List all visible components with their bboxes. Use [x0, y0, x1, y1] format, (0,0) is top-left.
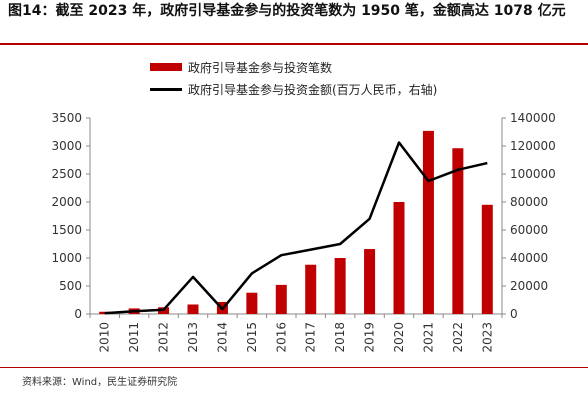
y-left-tick-label: 0: [74, 307, 82, 321]
x-tick-label: 2018: [333, 322, 347, 353]
legend-swatch-bar: [150, 63, 182, 71]
x-tick-label: 2012: [157, 322, 171, 353]
y-right-tick-label: 20000: [510, 279, 548, 293]
legend-label-bars: 政府引导基金参与投资笔数: [188, 60, 333, 75]
y-left-tick-label: 1000: [51, 251, 82, 265]
source-divider: [0, 367, 588, 368]
y-left-tick-label: 3500: [51, 111, 82, 125]
bar: [187, 304, 199, 314]
bar: [246, 292, 258, 314]
y-left-tick-label: 2500: [51, 167, 82, 181]
x-tick-label: 2021: [421, 322, 435, 353]
source-note: 资料来源：Wind，民生证券研究院: [22, 377, 178, 388]
y-left-tick-label: 2000: [51, 195, 82, 209]
legend: 政府引导基金参与投资笔数 政府引导基金参与投资金额(百万人民币，右轴): [150, 56, 437, 100]
x-tick-label: 2022: [451, 322, 465, 353]
y-right-tick-label: 100000: [510, 167, 556, 181]
y-right-tick-label: 140000: [510, 111, 556, 125]
bar: [481, 204, 493, 314]
y-left-tick-label: 1500: [51, 223, 82, 237]
figure-title: 图14：截至 2023 年，政府引导基金参与的投资笔数为 1950 笔，金额高达…: [8, 3, 566, 19]
bar: [275, 284, 287, 314]
y-right-tick-label: 120000: [510, 139, 556, 153]
x-tick-label: 2013: [186, 322, 200, 353]
legend-label-line: 政府引导基金参与投资金额(百万人民币，右轴): [188, 82, 438, 97]
y-left-tick-label: 3000: [51, 139, 82, 153]
y-left-tick-label: 500: [59, 279, 82, 293]
legend-swatch-line: [150, 87, 182, 91]
x-tick-label: 2016: [274, 322, 288, 353]
legend-item-line: 政府引导基金参与投资金额(百万人民币，右轴): [150, 78, 437, 100]
x-tick-label: 2011: [127, 322, 141, 353]
x-tick-label: 2019: [363, 322, 377, 353]
y-right-tick-label: 60000: [510, 223, 548, 237]
legend-item-bars: 政府引导基金参与投资笔数: [150, 56, 437, 78]
y-right-tick-label: 0: [510, 307, 518, 321]
y-right-tick-label: 80000: [510, 195, 548, 209]
bar: [305, 264, 317, 314]
x-tick-label: 2023: [480, 322, 494, 353]
x-tick-label: 2015: [245, 322, 259, 353]
line-series: [104, 141, 488, 315]
x-tick-label: 2014: [215, 322, 229, 353]
bar: [364, 249, 376, 314]
bar: [452, 148, 464, 314]
x-tick-label: 2017: [304, 322, 318, 353]
x-tick-label: 2010: [98, 322, 112, 353]
bar: [393, 202, 405, 314]
bar: [334, 258, 346, 314]
bar: [422, 130, 434, 314]
y-right-tick-label: 40000: [510, 251, 548, 265]
x-tick-label: 2020: [392, 322, 406, 353]
title-divider: [0, 43, 588, 45]
